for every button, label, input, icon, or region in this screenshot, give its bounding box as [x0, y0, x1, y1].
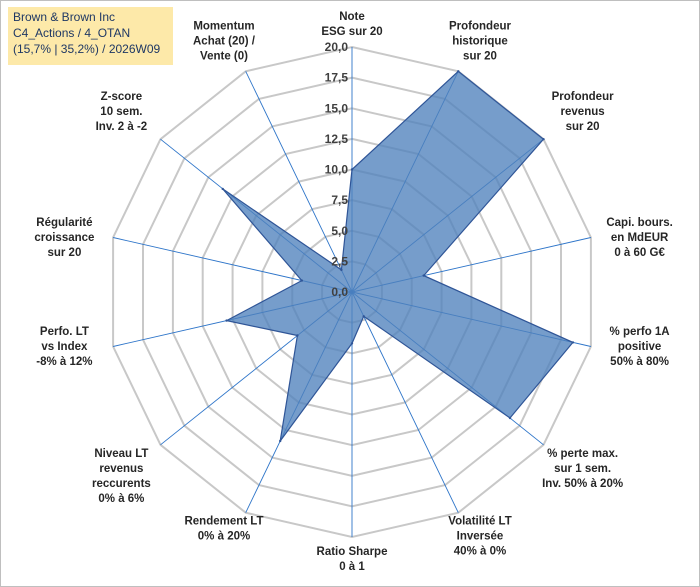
axis-label-line: 40% à 0% [454, 546, 506, 558]
data-point [542, 138, 545, 141]
axis-label-line: Régularité [36, 217, 92, 229]
axis-label-line: 0 à 60 G€ [614, 247, 665, 259]
axis-label: % perfo 1A positive 50% à 80% [610, 326, 670, 368]
data-point [225, 319, 228, 322]
axis-label-line: Ratio Sharpe [317, 546, 388, 558]
axis-label-line: 50% à 80% [610, 356, 669, 368]
tick-label: 10,0 [325, 163, 349, 177]
axis-label-line: Niveau LT [94, 448, 148, 460]
axis-label-line: % perte max. [547, 448, 618, 460]
data-point [279, 439, 282, 443]
tick-label: 17,5 [325, 71, 349, 85]
axis-label: Note ESG sur 20 [321, 11, 382, 38]
title-category: C4_Actions / 4_OTAN [13, 26, 131, 40]
axis-label-line: 0 à 1 [339, 561, 365, 573]
axis-label-line: Volatilité LT [448, 516, 511, 528]
axis-label-line: Momentum [193, 20, 254, 32]
axis-label: Z-score 10 sem. Inv. 2 à -2 [96, 91, 148, 133]
axis-label: Profondeur historique sur 20 [449, 20, 511, 62]
axis-label-line: Vente (0) [200, 50, 248, 62]
axis-label-line: vs Index [41, 341, 88, 353]
data-point [362, 315, 365, 318]
data-point [296, 334, 299, 337]
data-point [221, 187, 224, 191]
title-box: Brown & Brown Inc C4_Actions / 4_OTAN (1… [8, 7, 173, 65]
axis-label-line: Inv. 2 à -2 [96, 121, 148, 133]
title-company: Brown & Brown Inc [13, 10, 116, 24]
axis-label: Ratio Sharpe 0 à 1 [317, 546, 388, 573]
data-point [340, 268, 343, 272]
axis-label-line: reccurents [92, 478, 151, 490]
axis-label-line: croissance [34, 232, 94, 244]
data-point [350, 168, 354, 171]
axis-label-line: % perfo 1A [610, 326, 670, 338]
axis-label-line: 0% à 20% [198, 531, 250, 543]
data-point [508, 416, 512, 420]
axis-label: Profondeur revenus sur 20 [552, 91, 614, 133]
axis-label-line: Inversée [457, 531, 504, 543]
data-point [300, 279, 303, 282]
axis-label-line: Profondeur [552, 91, 614, 103]
axis-label: Capi. bours. en MdEUR 0 à 60 G€ [606, 217, 672, 259]
data-point [350, 342, 354, 345]
axis-label-line: Z-score [101, 91, 143, 103]
axis-label-line: Achat (20) / [193, 35, 256, 47]
tick-label: 20,0 [325, 40, 349, 54]
axis-spoke [351, 291, 459, 513]
axis-label-line: Inv. 50% à 20% [542, 478, 623, 490]
data-point [457, 70, 460, 73]
tick-label: 12,5 [325, 132, 349, 146]
axis-label-line: sur 20 [566, 121, 600, 133]
axis-label-line: positive [618, 341, 661, 353]
axis-label: % perte max. sur 1 sem. Inv. 50% à 20% [542, 448, 623, 490]
tick-label: 5,0 [331, 224, 348, 238]
axis-label: Niveau LT revenus reccurents 0% à 6% [92, 448, 151, 505]
axis-label-line: Capi. bours. [606, 217, 672, 229]
axis-label: Volatilité LT Inversée 40% à 0% [448, 516, 511, 558]
axis-label-line: sur 20 [47, 247, 81, 259]
axis-label-line: sur 20 [463, 50, 497, 62]
axis-label: Régularité croissance sur 20 [34, 217, 94, 259]
tick-label: 7,5 [331, 193, 348, 207]
axis-label-line: historique [452, 35, 508, 47]
axis-label-line: en MdEUR [611, 232, 669, 244]
axis-label-line: Rendement LT [184, 516, 263, 528]
tick-label: 15,0 [325, 101, 349, 115]
axis-spoke [245, 71, 353, 293]
tick-label: 0,0 [331, 285, 348, 299]
axis-label-line: 0% à 6% [98, 493, 144, 505]
data-point [422, 274, 425, 277]
axis-label-line: -8% à 12% [36, 356, 92, 368]
axis-label-line: Profondeur [449, 20, 511, 32]
axis-label-line: revenus [561, 106, 605, 118]
axis-label-line: sur 1 sem. [554, 463, 611, 475]
axis-label: Momentum Achat (20) / Vente (0) [193, 20, 256, 62]
axis-label-line: Note [339, 11, 365, 23]
axis-label-line: ESG sur 20 [321, 26, 382, 38]
axis-label-line: Perfo. LT [40, 326, 89, 338]
title-stats: (15,7% | 35,2%) / 2026W09 [13, 42, 161, 56]
axis-label-line: 10 sem. [100, 106, 142, 118]
tick-label: 2,5 [331, 254, 348, 268]
data-point [571, 341, 575, 344]
axis-label: Rendement LT 0% à 20% [184, 516, 263, 543]
axis-label: Perfo. LT vs Index -8% à 12% [36, 326, 92, 368]
axis-label-line: revenus [99, 463, 143, 475]
